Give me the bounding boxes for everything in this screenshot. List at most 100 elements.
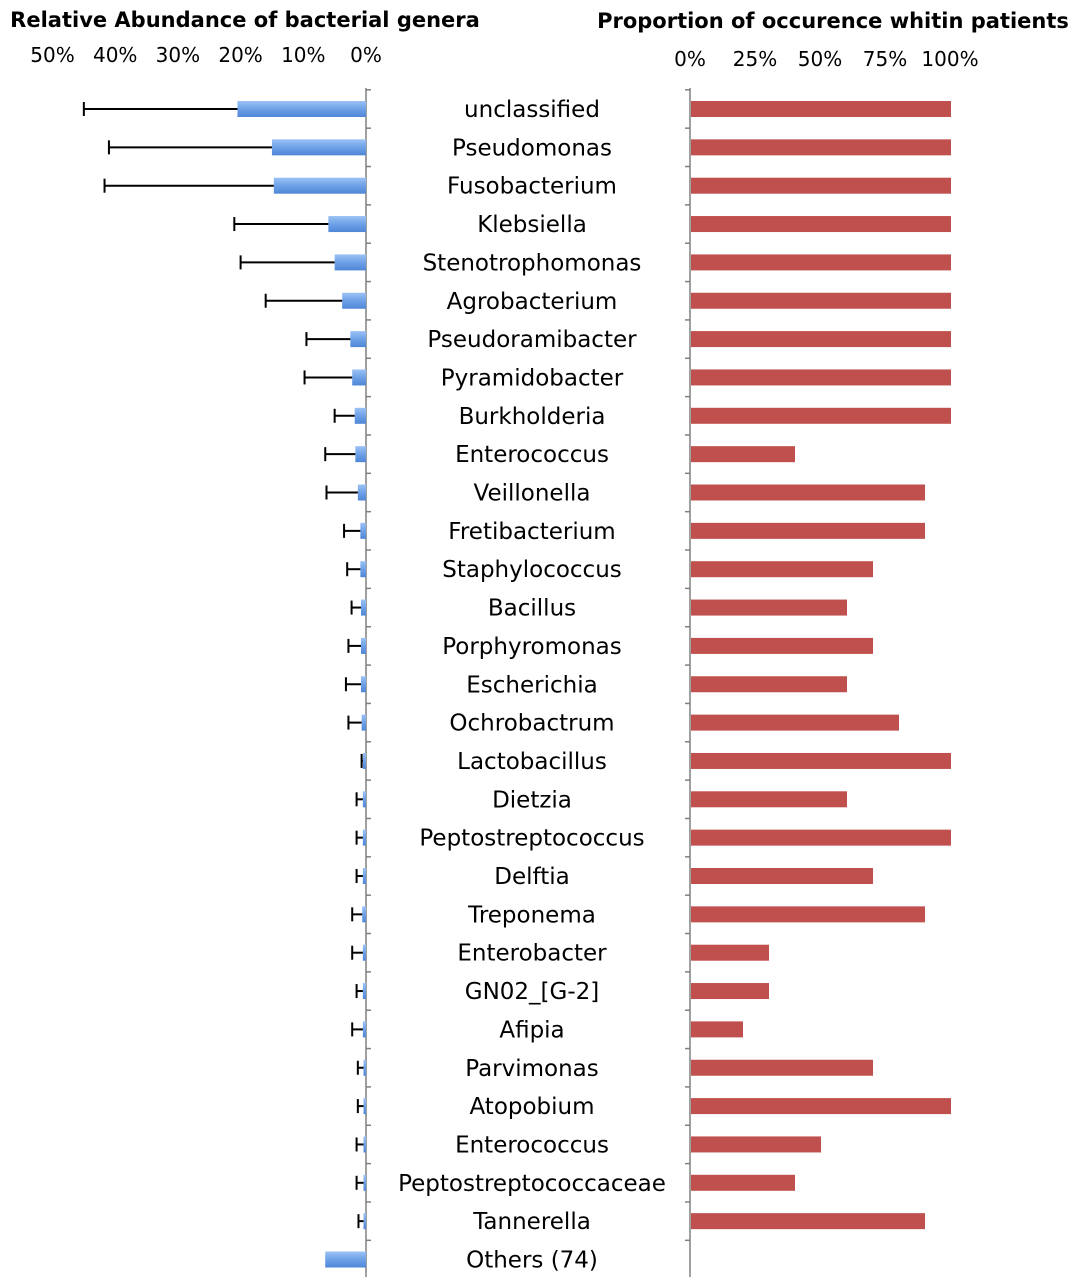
occurrence-bar <box>691 1213 925 1230</box>
abundance-bar <box>362 944 366 961</box>
genus-label: Escherichia <box>466 672 597 698</box>
genus-label: Tannerella <box>472 1209 591 1235</box>
genus-label: Ochrobactrum <box>449 711 614 737</box>
genus-label: Klebsiella <box>477 212 587 238</box>
abundance-bar <box>363 1136 366 1153</box>
genus-label: Delftia <box>494 864 569 890</box>
occurrence-bar <box>691 1136 821 1153</box>
right-x-tick-label: 75% <box>863 47 907 71</box>
occurrence-bar <box>691 868 873 884</box>
occurrence-bar <box>691 1021 743 1038</box>
genus-label: Fretibacterium <box>448 519 615 545</box>
abundance-bar <box>363 1098 366 1115</box>
right-chart-title: Proportion of occurence whitin patients <box>597 9 1069 33</box>
abundance-bar <box>361 714 366 731</box>
abundance-bar <box>350 331 366 348</box>
abundance-bar <box>355 446 366 463</box>
genus-label: unclassified <box>464 97 600 123</box>
genus-label: Stenotrophomonas <box>423 250 642 276</box>
genus-label: Fusobacterium <box>447 174 617 200</box>
left-chart-title: Relative Abundance of bacterial genera <box>10 8 480 32</box>
abundance-bar <box>325 1251 366 1268</box>
abundance-bar <box>334 254 366 271</box>
abundance-bar <box>360 522 366 539</box>
occurrence-bar <box>691 983 769 1000</box>
occurrence-bar <box>691 676 847 693</box>
genus-labels: unclassified Pseudomonas Fusobacterium Kleb… <box>398 97 666 1274</box>
occurrence-bar <box>691 407 951 424</box>
occurrence-bar <box>691 139 951 156</box>
genus-label: Atopobium <box>469 1094 594 1120</box>
occurrence-bar <box>691 714 899 731</box>
genus-label: Enterococcus <box>455 1132 609 1158</box>
abundance-bar <box>362 829 366 846</box>
genus-label: Agrobacterium <box>447 289 618 315</box>
left-x-axis-ticks: 50% 40% 30% 20% 10% 0% <box>30 43 382 67</box>
left-x-tick-label: 0% <box>350 43 382 67</box>
genus-label: Burkholderia <box>459 404 606 430</box>
occurrence-bars <box>691 101 951 1230</box>
abundance-bar <box>362 791 366 808</box>
genus-label: Others (74) <box>466 1248 598 1274</box>
occurrence-bar <box>691 1098 951 1115</box>
occurrence-bar <box>691 522 925 539</box>
left-x-tick-label: 40% <box>93 43 137 67</box>
genus-label: Peptostreptococcaceae <box>398 1171 666 1197</box>
occurrence-bar <box>691 561 873 578</box>
abundance-bar <box>363 1174 366 1191</box>
occurrence-bar <box>691 216 951 233</box>
right-x-tick-label: 100% <box>921 47 978 71</box>
abundance-bar <box>360 637 366 654</box>
genus-label: Enterobacter <box>457 941 607 967</box>
abundance-bar <box>362 983 366 1000</box>
occurrence-bar <box>691 906 925 923</box>
abundance-bars <box>237 101 366 1268</box>
genus-label: GN02_[G-2] <box>465 979 600 1005</box>
genus-label: Enterococcus <box>455 442 609 468</box>
genus-label: Treponema <box>467 902 596 928</box>
genus-label: Pseudomonas <box>452 135 612 161</box>
occurrence-bar <box>691 944 769 961</box>
abundance-bar <box>363 1059 366 1076</box>
abundance-bar <box>357 484 366 501</box>
left-x-tick-label: 20% <box>218 43 262 67</box>
genus-label: Bacillus <box>488 596 576 622</box>
occurrence-bar <box>691 331 951 348</box>
genus-label: Lactobacillus <box>457 749 607 775</box>
occurrence-bar <box>691 1059 873 1076</box>
right-x-tick-label: 50% <box>798 47 842 71</box>
right-x-tick-label: 25% <box>733 47 777 71</box>
left-x-tick-label: 50% <box>30 43 74 67</box>
abundance-bar <box>352 369 366 386</box>
abundance-bar <box>273 177 366 194</box>
genus-label: Pseudoramibacter <box>427 327 637 353</box>
abundance-bar <box>360 599 366 616</box>
abundance-bar <box>328 216 366 233</box>
occurrence-bar <box>691 637 873 654</box>
abundance-bar <box>342 292 366 309</box>
occurrence-bar <box>691 101 951 117</box>
occurrence-bar <box>691 177 951 194</box>
occurrence-bar <box>691 752 951 769</box>
abundance-bar <box>237 101 366 117</box>
genus-label: Staphylococcus <box>442 557 622 583</box>
occurrence-bar <box>691 369 951 386</box>
abundance-bar <box>362 868 366 884</box>
left-x-tick-label: 10% <box>281 43 325 67</box>
abundance-bar <box>354 407 366 424</box>
abundance-bar <box>271 139 366 156</box>
abundance-bar <box>362 906 366 923</box>
genus-label: Afipia <box>499 1017 564 1043</box>
abundance-bar <box>362 1021 366 1038</box>
abundance-bar <box>363 1213 366 1230</box>
right-x-axis-ticks: 0% 25% 50% 75% 100% <box>674 47 978 71</box>
abundance-bar <box>360 561 366 578</box>
abundance-bar <box>360 676 366 693</box>
occurrence-bar <box>691 829 951 846</box>
abundance-bar <box>362 752 366 769</box>
occurrence-bar <box>691 599 847 616</box>
genus-label: Pyramidobacter <box>441 365 624 391</box>
occurrence-bar <box>691 484 925 501</box>
occurrence-bar <box>691 254 951 271</box>
